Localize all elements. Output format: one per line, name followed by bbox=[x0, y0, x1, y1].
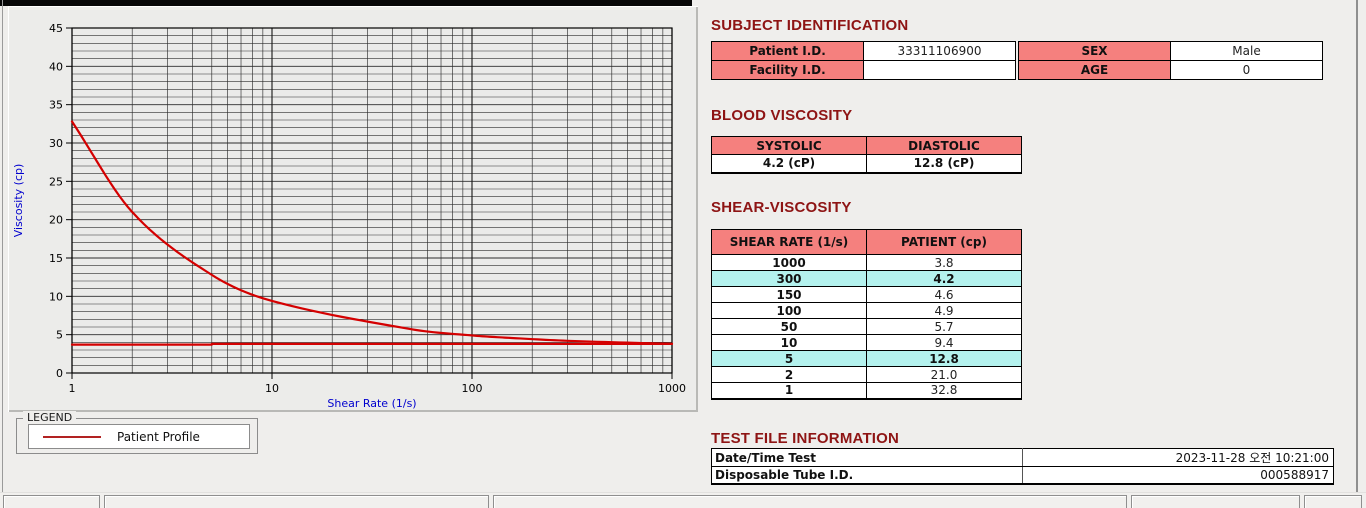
disposable-tube-id-label: Disposable Tube I.D. bbox=[711, 466, 1023, 484]
patient-cp-cell: 4.6 bbox=[866, 286, 1022, 303]
shear-rate-cell: 10 bbox=[711, 334, 867, 351]
shear-row: 300 4.2 bbox=[711, 270, 1022, 287]
legend-box: LEGEND Patient Profile bbox=[16, 411, 258, 454]
status-panel-5[interactable] bbox=[1304, 495, 1362, 508]
test-file-information-table: Date/Time Test 2023-11-28 오전 10:21:00 Di… bbox=[711, 448, 1334, 485]
patient-cp-cell: 4.2 bbox=[866, 270, 1022, 287]
patient-id-value: 33311106900 bbox=[863, 41, 1016, 61]
status-bar bbox=[0, 492, 1366, 508]
svg-text:Shear Rate (1/s): Shear Rate (1/s) bbox=[327, 397, 416, 410]
date-time-test-label: Date/Time Test bbox=[711, 448, 1023, 467]
disposable-tube-id-value: 000588917 bbox=[1022, 466, 1334, 484]
svg-text:10: 10 bbox=[265, 382, 279, 395]
status-panel-4[interactable] bbox=[1131, 495, 1300, 508]
shear-row: 100 4.9 bbox=[711, 302, 1022, 319]
right-window-edge bbox=[1356, 0, 1358, 494]
test-file-information-heading: TEST FILE INFORMATION bbox=[711, 430, 900, 447]
svg-text:40: 40 bbox=[49, 60, 63, 73]
svg-text:10: 10 bbox=[49, 290, 63, 303]
blood-viscosity-table: SYSTOLIC DIASTOLIC 4.2 (cP) 12.8 (cP) bbox=[711, 136, 1022, 174]
status-panel-3[interactable] bbox=[493, 495, 1127, 508]
viscosity-chart-panel: 0 5 10 15 20 25 30 35 40 45 1 10 100 1000 Shear Rate (… bbox=[8, 6, 698, 412]
patient-column-header: PATIENT (cp) bbox=[866, 229, 1022, 255]
shear-row: 2 21.0 bbox=[711, 366, 1022, 383]
shear-viscosity-table: SHEAR RATE (1/s) PATIENT (cp) 1000 3.8 3… bbox=[711, 229, 1022, 400]
shear-viscosity-heading: SHEAR-VISCOSITY bbox=[711, 199, 852, 216]
legend-title: LEGEND bbox=[23, 411, 77, 424]
shear-row: 150 4.6 bbox=[711, 286, 1022, 303]
subject-identification-table: Patient I.D. 33311106900 Facility I.D. S… bbox=[711, 41, 1323, 80]
diastolic-value: 12.8 (cP) bbox=[866, 154, 1022, 173]
svg-text:0: 0 bbox=[56, 367, 63, 380]
shear-rate-cell: 150 bbox=[711, 286, 867, 303]
subject-identification-heading: SUBJECT IDENTIFICATION bbox=[711, 17, 909, 34]
date-time-test-value: 2023-11-28 오전 10:21:00 bbox=[1022, 448, 1334, 467]
shear-rate-cell: 300 bbox=[711, 270, 867, 287]
svg-text:15: 15 bbox=[49, 252, 63, 265]
left-window-edge bbox=[2, 0, 3, 508]
subject-id-right-table: SEX Male AGE 0 bbox=[1018, 41, 1323, 80]
svg-text:35: 35 bbox=[49, 99, 63, 112]
status-panel-1[interactable] bbox=[3, 495, 100, 508]
svg-text:30: 30 bbox=[49, 137, 63, 150]
shear-row: 50 5.7 bbox=[711, 318, 1022, 335]
shear-rate-cell: 5 bbox=[711, 350, 867, 367]
shear-row: 10 9.4 bbox=[711, 334, 1022, 351]
legend-entry-label: Patient Profile bbox=[117, 429, 200, 444]
sex-label: SEX bbox=[1018, 41, 1171, 61]
shear-rate-cell: 100 bbox=[711, 302, 867, 319]
shear-rate-cell: 1000 bbox=[711, 254, 867, 271]
shear-row: 1000 3.8 bbox=[711, 254, 1022, 271]
svg-text:25: 25 bbox=[49, 175, 63, 188]
legend-line-swatch bbox=[43, 435, 101, 438]
test-file-row: Disposable Tube I.D. 000588917 bbox=[711, 466, 1334, 484]
test-file-row: Date/Time Test 2023-11-28 오전 10:21:00 bbox=[711, 448, 1334, 467]
shear-rate-cell: 2 bbox=[711, 366, 867, 383]
age-label: AGE bbox=[1018, 60, 1171, 80]
facility-id-value bbox=[863, 60, 1016, 80]
status-panel-2[interactable] bbox=[104, 495, 489, 508]
systolic-header: SYSTOLIC bbox=[711, 136, 867, 155]
patient-cp-cell: 12.8 bbox=[866, 350, 1022, 367]
blood-viscosity-heading: BLOOD VISCOSITY bbox=[711, 107, 853, 124]
patient-cp-cell: 21.0 bbox=[866, 366, 1022, 383]
svg-text:5: 5 bbox=[56, 329, 63, 342]
diastolic-header: DIASTOLIC bbox=[866, 136, 1022, 155]
subject-id-left-table: Patient I.D. 33311106900 Facility I.D. bbox=[711, 41, 1016, 80]
systolic-value: 4.2 (cP) bbox=[711, 154, 867, 173]
svg-text:1000: 1000 bbox=[658, 382, 686, 395]
svg-text:1: 1 bbox=[69, 382, 76, 395]
patient-cp-cell: 4.9 bbox=[866, 302, 1022, 319]
patient-cp-cell: 3.8 bbox=[866, 254, 1022, 271]
facility-id-label: Facility I.D. bbox=[711, 60, 864, 80]
shear-rate-column-header: SHEAR RATE (1/s) bbox=[711, 229, 867, 255]
sex-value: Male bbox=[1170, 41, 1323, 61]
svg-text:100: 100 bbox=[462, 382, 483, 395]
svg-text:20: 20 bbox=[49, 214, 63, 227]
shear-rate-cell: 1 bbox=[711, 382, 867, 399]
patient-cp-cell: 5.7 bbox=[866, 318, 1022, 335]
shear-row: 1 32.8 bbox=[711, 382, 1022, 399]
legend-inner: Patient Profile bbox=[28, 424, 250, 449]
top-window-edge bbox=[0, 0, 692, 6]
shear-viscosity-chart: 0 5 10 15 20 25 30 35 40 45 1 10 100 1000 Shear Rate (… bbox=[12, 22, 686, 410]
svg-text:Viscosity (cp): Viscosity (cp) bbox=[12, 164, 25, 238]
patient-cp-cell: 32.8 bbox=[866, 382, 1022, 399]
age-value: 0 bbox=[1170, 60, 1323, 80]
patient-cp-cell: 9.4 bbox=[866, 334, 1022, 351]
shear-row: 5 12.8 bbox=[711, 350, 1022, 367]
svg-text:45: 45 bbox=[49, 22, 63, 35]
shear-rate-cell: 50 bbox=[711, 318, 867, 335]
patient-id-label: Patient I.D. bbox=[711, 41, 864, 61]
